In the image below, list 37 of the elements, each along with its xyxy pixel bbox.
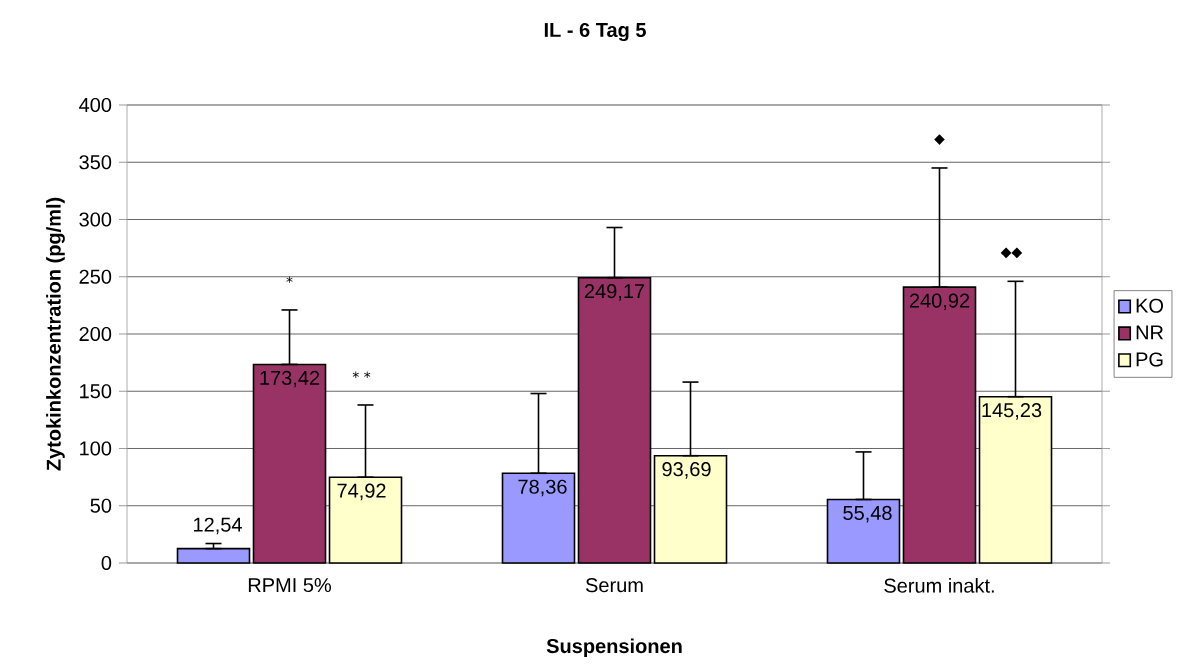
y-axis-title: Zytokinkonzentration (pg/ml)	[46, 197, 65, 471]
x-tick-label: Serum	[585, 578, 643, 593]
bar	[653, 454, 728, 564]
data-label: 74,92	[337, 483, 386, 501]
data-label: 78,36	[518, 479, 567, 497]
data-label: 145,23	[982, 403, 1042, 420]
y-tick-label: 400	[79, 97, 112, 113]
legend-label: NR	[1136, 325, 1164, 340]
bar	[978, 395, 1053, 564]
y-tick-label: 0	[101, 555, 112, 571]
data-label: 249,17	[584, 284, 645, 301]
y-tick-label: 150	[80, 384, 112, 399]
bar	[176, 547, 251, 564]
y-tick-label: 200	[79, 326, 112, 342]
y-tick-label: 250	[79, 269, 112, 284]
legend-label: PG	[1136, 352, 1163, 367]
x-tick-label: Serum inakt.	[884, 578, 994, 593]
data-label: 55,48	[843, 505, 892, 523]
bar	[902, 286, 977, 564]
annotation: *	[286, 276, 293, 283]
legend-label: KO	[1136, 298, 1164, 313]
chart-title: IL - 6 Tag 5	[544, 22, 646, 42]
annotation: * *	[352, 371, 371, 378]
annotation: ◆	[934, 134, 945, 145]
x-axis-title: Suspensionen	[546, 638, 682, 658]
y-tick-label: 350	[79, 155, 112, 170]
annotation: ◆◆	[1000, 247, 1023, 259]
data-label: 93,69	[662, 462, 711, 479]
y-tick-label: 50	[90, 498, 112, 513]
x-tick-label: RPMI 5%	[248, 578, 332, 593]
y-tick-label: 300	[79, 212, 112, 227]
bar	[328, 476, 403, 564]
bar	[501, 472, 576, 564]
y-tick-label: 100	[80, 441, 112, 456]
data-label: 12,54	[194, 517, 242, 535]
data-label: 173,42	[260, 370, 320, 388]
data-label: 240,92	[909, 293, 970, 311]
